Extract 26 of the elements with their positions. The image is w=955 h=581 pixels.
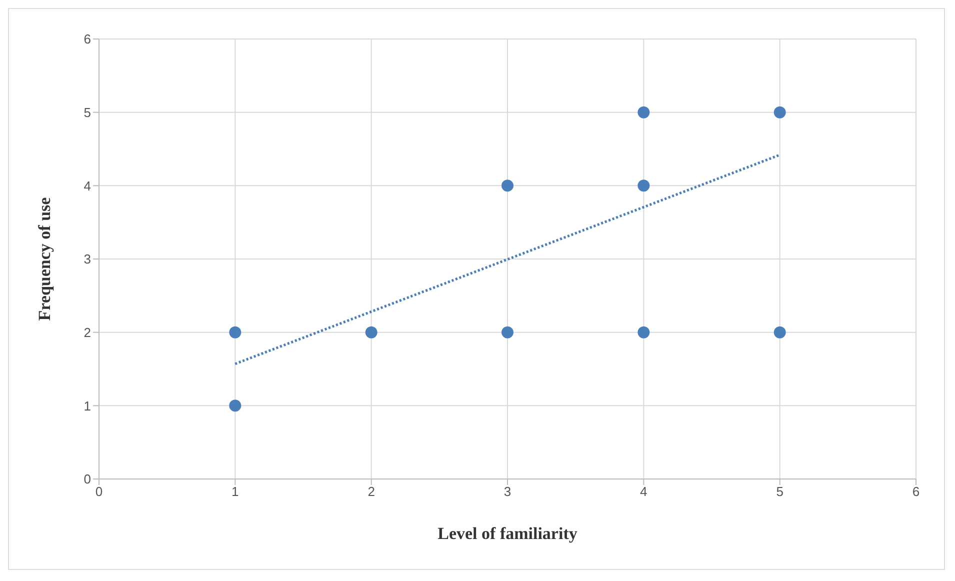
point — [502, 180, 514, 192]
x-tick-label: 3 — [504, 484, 512, 500]
point — [502, 326, 514, 338]
x-tick-label: 6 — [912, 484, 920, 500]
x-tick-label: 4 — [640, 484, 648, 500]
point — [638, 180, 650, 192]
point — [229, 326, 242, 338]
y-tick-label: 2 — [84, 324, 91, 340]
x-axis-title: Level of familiarity — [438, 524, 578, 543]
y-tick-label: 3 — [84, 252, 91, 267]
point — [229, 400, 242, 412]
point — [774, 106, 786, 118]
point — [774, 326, 786, 338]
y-tick-label: 6 — [84, 32, 91, 47]
point — [638, 106, 650, 118]
y-tick-label: 0 — [84, 472, 91, 487]
x-tick-label: 2 — [368, 484, 375, 500]
x-tick-label: 1 — [232, 484, 239, 500]
x-tick-label: 0 — [95, 484, 103, 500]
y-tick-label: 1 — [84, 398, 91, 414]
y-tick-label: 5 — [84, 104, 91, 120]
point — [365, 326, 378, 338]
y-axis-title: Frequency of use — [35, 196, 54, 321]
point — [638, 326, 650, 338]
x-tick-label: 5 — [776, 484, 784, 500]
y-tick-label: 4 — [84, 178, 91, 194]
